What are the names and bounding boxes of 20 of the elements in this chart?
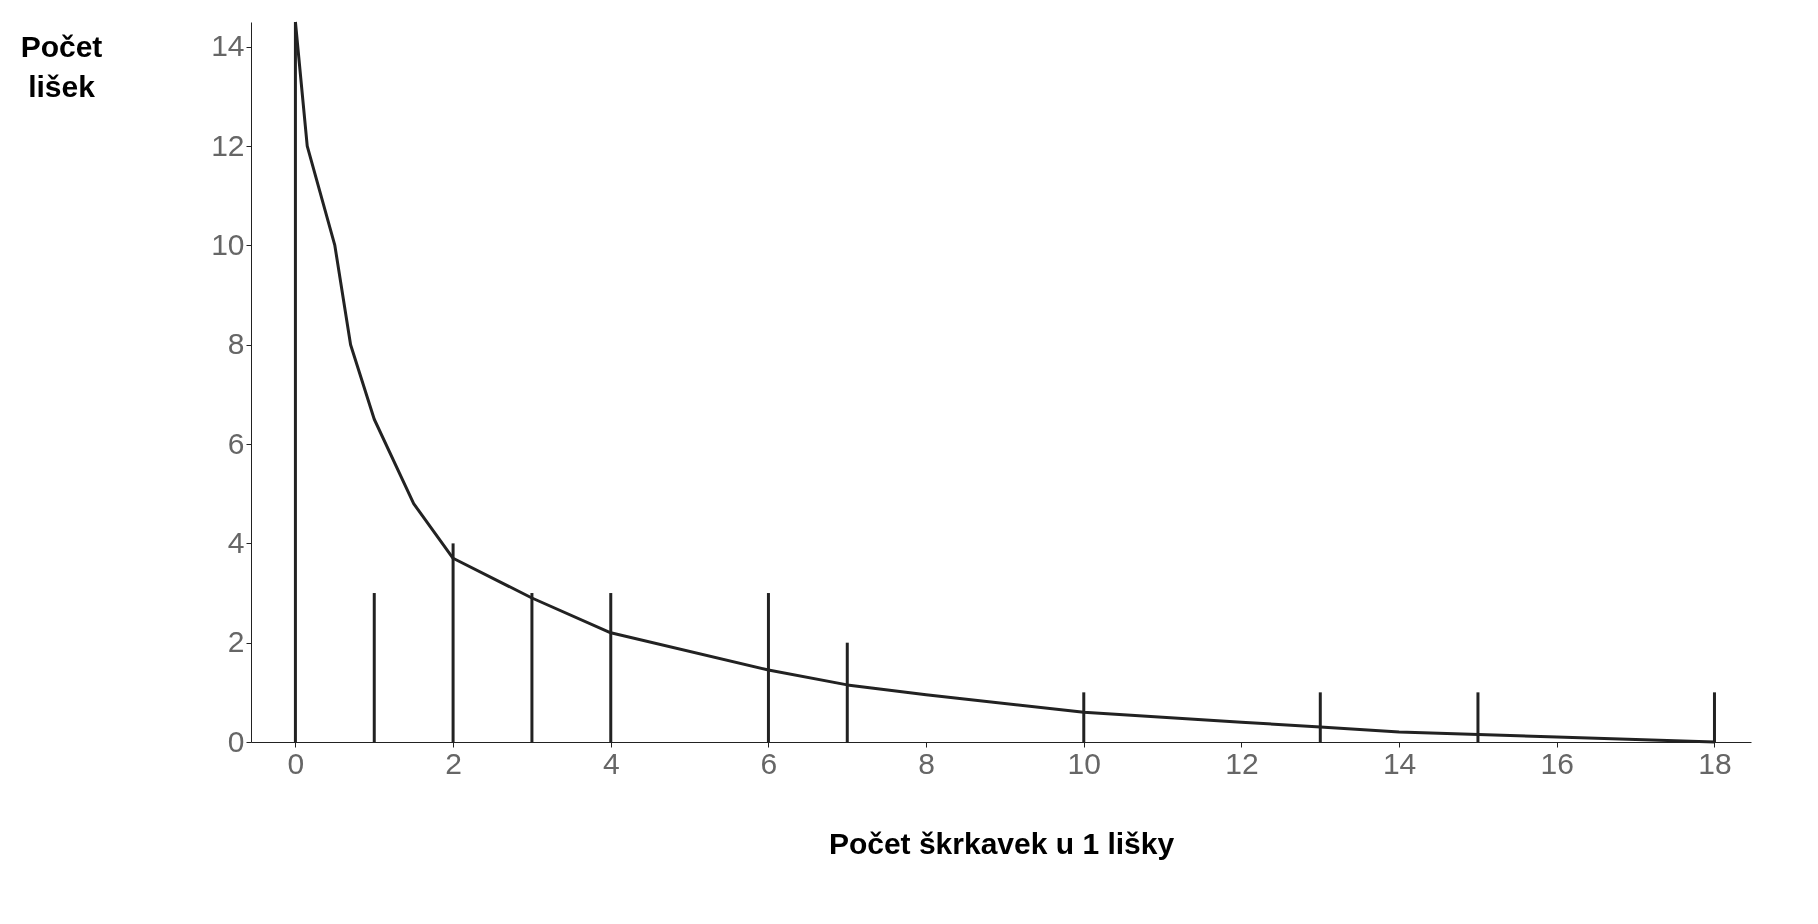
y-tick-label: 0 bbox=[227, 724, 245, 758]
x-tick-label: 14 bbox=[1382, 746, 1417, 780]
x-tick-label: 6 bbox=[760, 746, 778, 780]
y-tick-label: 2 bbox=[227, 625, 245, 659]
x-tick-label: 8 bbox=[918, 746, 935, 780]
x-tick-label: 16 bbox=[1540, 746, 1574, 780]
y-axis-title: Počet lišek bbox=[20, 29, 103, 103]
y-tick-label: 6 bbox=[227, 426, 245, 460]
x-axis-title: Počet škrkavek u 1 lišky bbox=[828, 826, 1175, 860]
x-tick-label: 2 bbox=[445, 746, 462, 780]
y-tick-label: 4 bbox=[227, 525, 245, 559]
x-tick-label: 0 bbox=[287, 746, 305, 780]
y-tick-label: 8 bbox=[227, 327, 245, 361]
x-tick-label: 12 bbox=[1225, 746, 1259, 780]
x-tick-label: 4 bbox=[602, 746, 620, 780]
y-tick-label: 10 bbox=[211, 227, 245, 261]
y-tick-label: 14 bbox=[211, 29, 245, 63]
x-tick-label: 18 bbox=[1698, 746, 1732, 780]
y-tick-label: 12 bbox=[211, 128, 245, 162]
x-tick-label: 10 bbox=[1067, 746, 1101, 780]
